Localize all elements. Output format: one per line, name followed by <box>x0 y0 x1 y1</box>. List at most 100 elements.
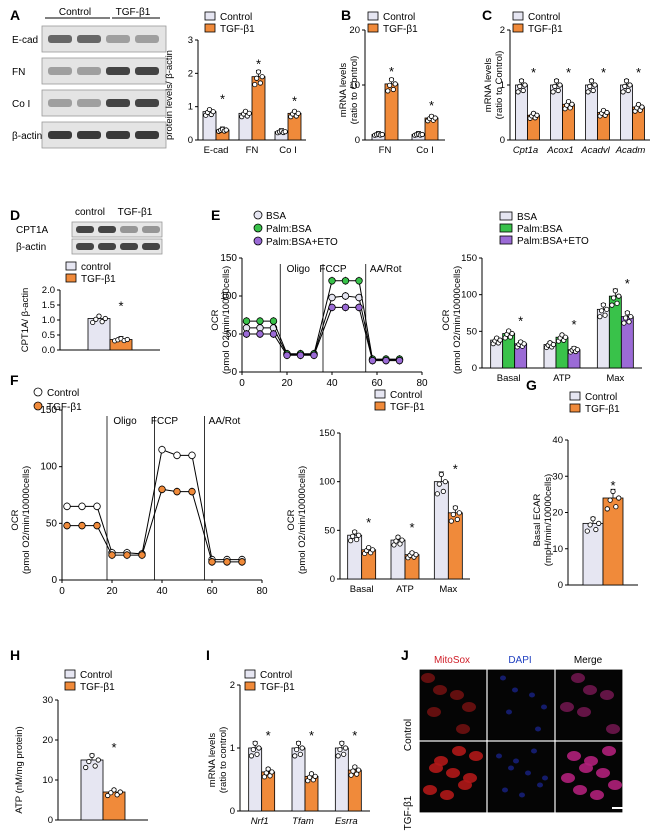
blot-header-control: control <box>75 207 105 218</box>
data-point <box>623 78 630 84</box>
y-tick-label: 1 <box>230 743 235 754</box>
data-point <box>626 319 632 325</box>
x-tick-label: Acadvl <box>580 145 610 156</box>
data-point <box>614 300 620 306</box>
y-axis-label: (pmol O2/min/10000cells) <box>21 466 32 574</box>
data-point <box>393 538 399 544</box>
data-point <box>254 75 260 81</box>
data-point <box>328 277 336 285</box>
data-point <box>255 69 262 75</box>
legend-marker <box>253 236 263 246</box>
significance-star: * <box>266 728 271 743</box>
data-point <box>454 516 460 523</box>
x-tick-label: Max <box>439 584 457 595</box>
significance-star: * <box>636 65 641 80</box>
data-point <box>342 745 349 751</box>
data-point <box>590 516 596 522</box>
data-point <box>534 112 540 118</box>
blot-band <box>142 243 160 250</box>
data-point <box>399 537 405 543</box>
legend-swatch <box>367 23 379 33</box>
data-point <box>517 83 523 89</box>
cell-signal <box>571 673 585 683</box>
y-tick-label: 0 <box>230 806 235 817</box>
data-point <box>552 83 558 89</box>
blot-band <box>106 35 130 43</box>
blot-band <box>135 99 159 107</box>
panel-letter-D: D <box>10 207 20 223</box>
data-point <box>622 83 628 89</box>
x-tick-label: Acox1 <box>546 145 573 156</box>
y-axis-label: (mpH/min/10000cells) <box>543 474 554 566</box>
cell-signal <box>502 787 508 793</box>
legend-label: TGF-β1 <box>390 402 425 413</box>
data-point <box>206 106 213 113</box>
data-point <box>588 78 595 84</box>
x-tick-label: 20 <box>281 378 293 389</box>
x-tick-label: 40 <box>156 586 168 597</box>
data-point <box>621 320 627 326</box>
data-point <box>559 332 565 338</box>
significance-star: * <box>429 98 434 113</box>
data-point <box>257 80 263 86</box>
y-tick-label: 2 <box>188 68 193 79</box>
significance-star: * <box>220 92 225 107</box>
cell-signal <box>508 765 514 771</box>
x-tick-label: Co I <box>279 145 296 156</box>
data-point <box>590 87 596 94</box>
blot-header-tgf: TGF-β1 <box>116 7 151 18</box>
data-point <box>246 110 252 116</box>
data-point <box>432 115 438 121</box>
data-point <box>387 82 393 88</box>
cell-signal <box>506 709 512 715</box>
cell-signal <box>561 773 575 783</box>
data-point <box>352 529 358 535</box>
injection-label: AA/Rot <box>370 264 402 275</box>
y-tick-label: 1.5 <box>42 300 55 311</box>
data-point <box>223 558 231 566</box>
cell-signal <box>452 746 466 756</box>
y-tick-label: 100 <box>461 290 477 301</box>
cell-signal <box>525 770 531 776</box>
legend-swatch <box>64 669 76 679</box>
y-axis-label: (ratio to Control) <box>349 56 360 125</box>
panel-letter-H: H <box>10 647 20 663</box>
legend-marker <box>33 401 43 411</box>
data-point <box>355 277 363 285</box>
data-point <box>611 295 617 301</box>
injection-label: FCCP <box>151 416 179 427</box>
data-point <box>413 552 419 558</box>
cell-signal <box>519 792 525 798</box>
significance-star: * <box>118 299 123 314</box>
blot-header-control: Control <box>59 7 91 18</box>
data-point <box>521 341 527 347</box>
data-point <box>366 545 372 551</box>
blot-band <box>48 131 72 139</box>
y-tick-label: 10 <box>552 544 563 555</box>
legend-swatch <box>512 11 524 21</box>
blot-band <box>77 67 101 75</box>
x-tick-label: ATP <box>396 584 414 595</box>
data-point <box>354 771 360 777</box>
legend-label: Control <box>80 670 112 681</box>
data-point <box>78 502 86 511</box>
x-tick-label: 60 <box>371 378 383 389</box>
legend-label: Control <box>220 12 252 23</box>
blot-band <box>98 226 116 233</box>
y-axis-label: (pmol O2/min/10000cells) <box>297 466 308 574</box>
data-point <box>188 451 196 460</box>
panel-letter-I: I <box>206 647 210 663</box>
legend-label: Control <box>47 388 79 399</box>
y-tick-label: 20 <box>349 25 360 36</box>
legend-label: Palm:BSA <box>517 224 563 235</box>
y-tick-label: 10 <box>42 775 53 786</box>
x-tick-label: Nrf1 <box>251 816 269 827</box>
blot-strip <box>71 221 163 238</box>
y-tick-label: 0 <box>231 367 237 378</box>
x-tick-label: Esrra <box>335 816 358 827</box>
significance-star: * <box>309 728 314 743</box>
data-point <box>108 790 114 796</box>
y-axis-label: ATP (nM/mg protein) <box>14 726 25 813</box>
data-point <box>390 86 396 93</box>
significance-star: * <box>409 520 414 535</box>
